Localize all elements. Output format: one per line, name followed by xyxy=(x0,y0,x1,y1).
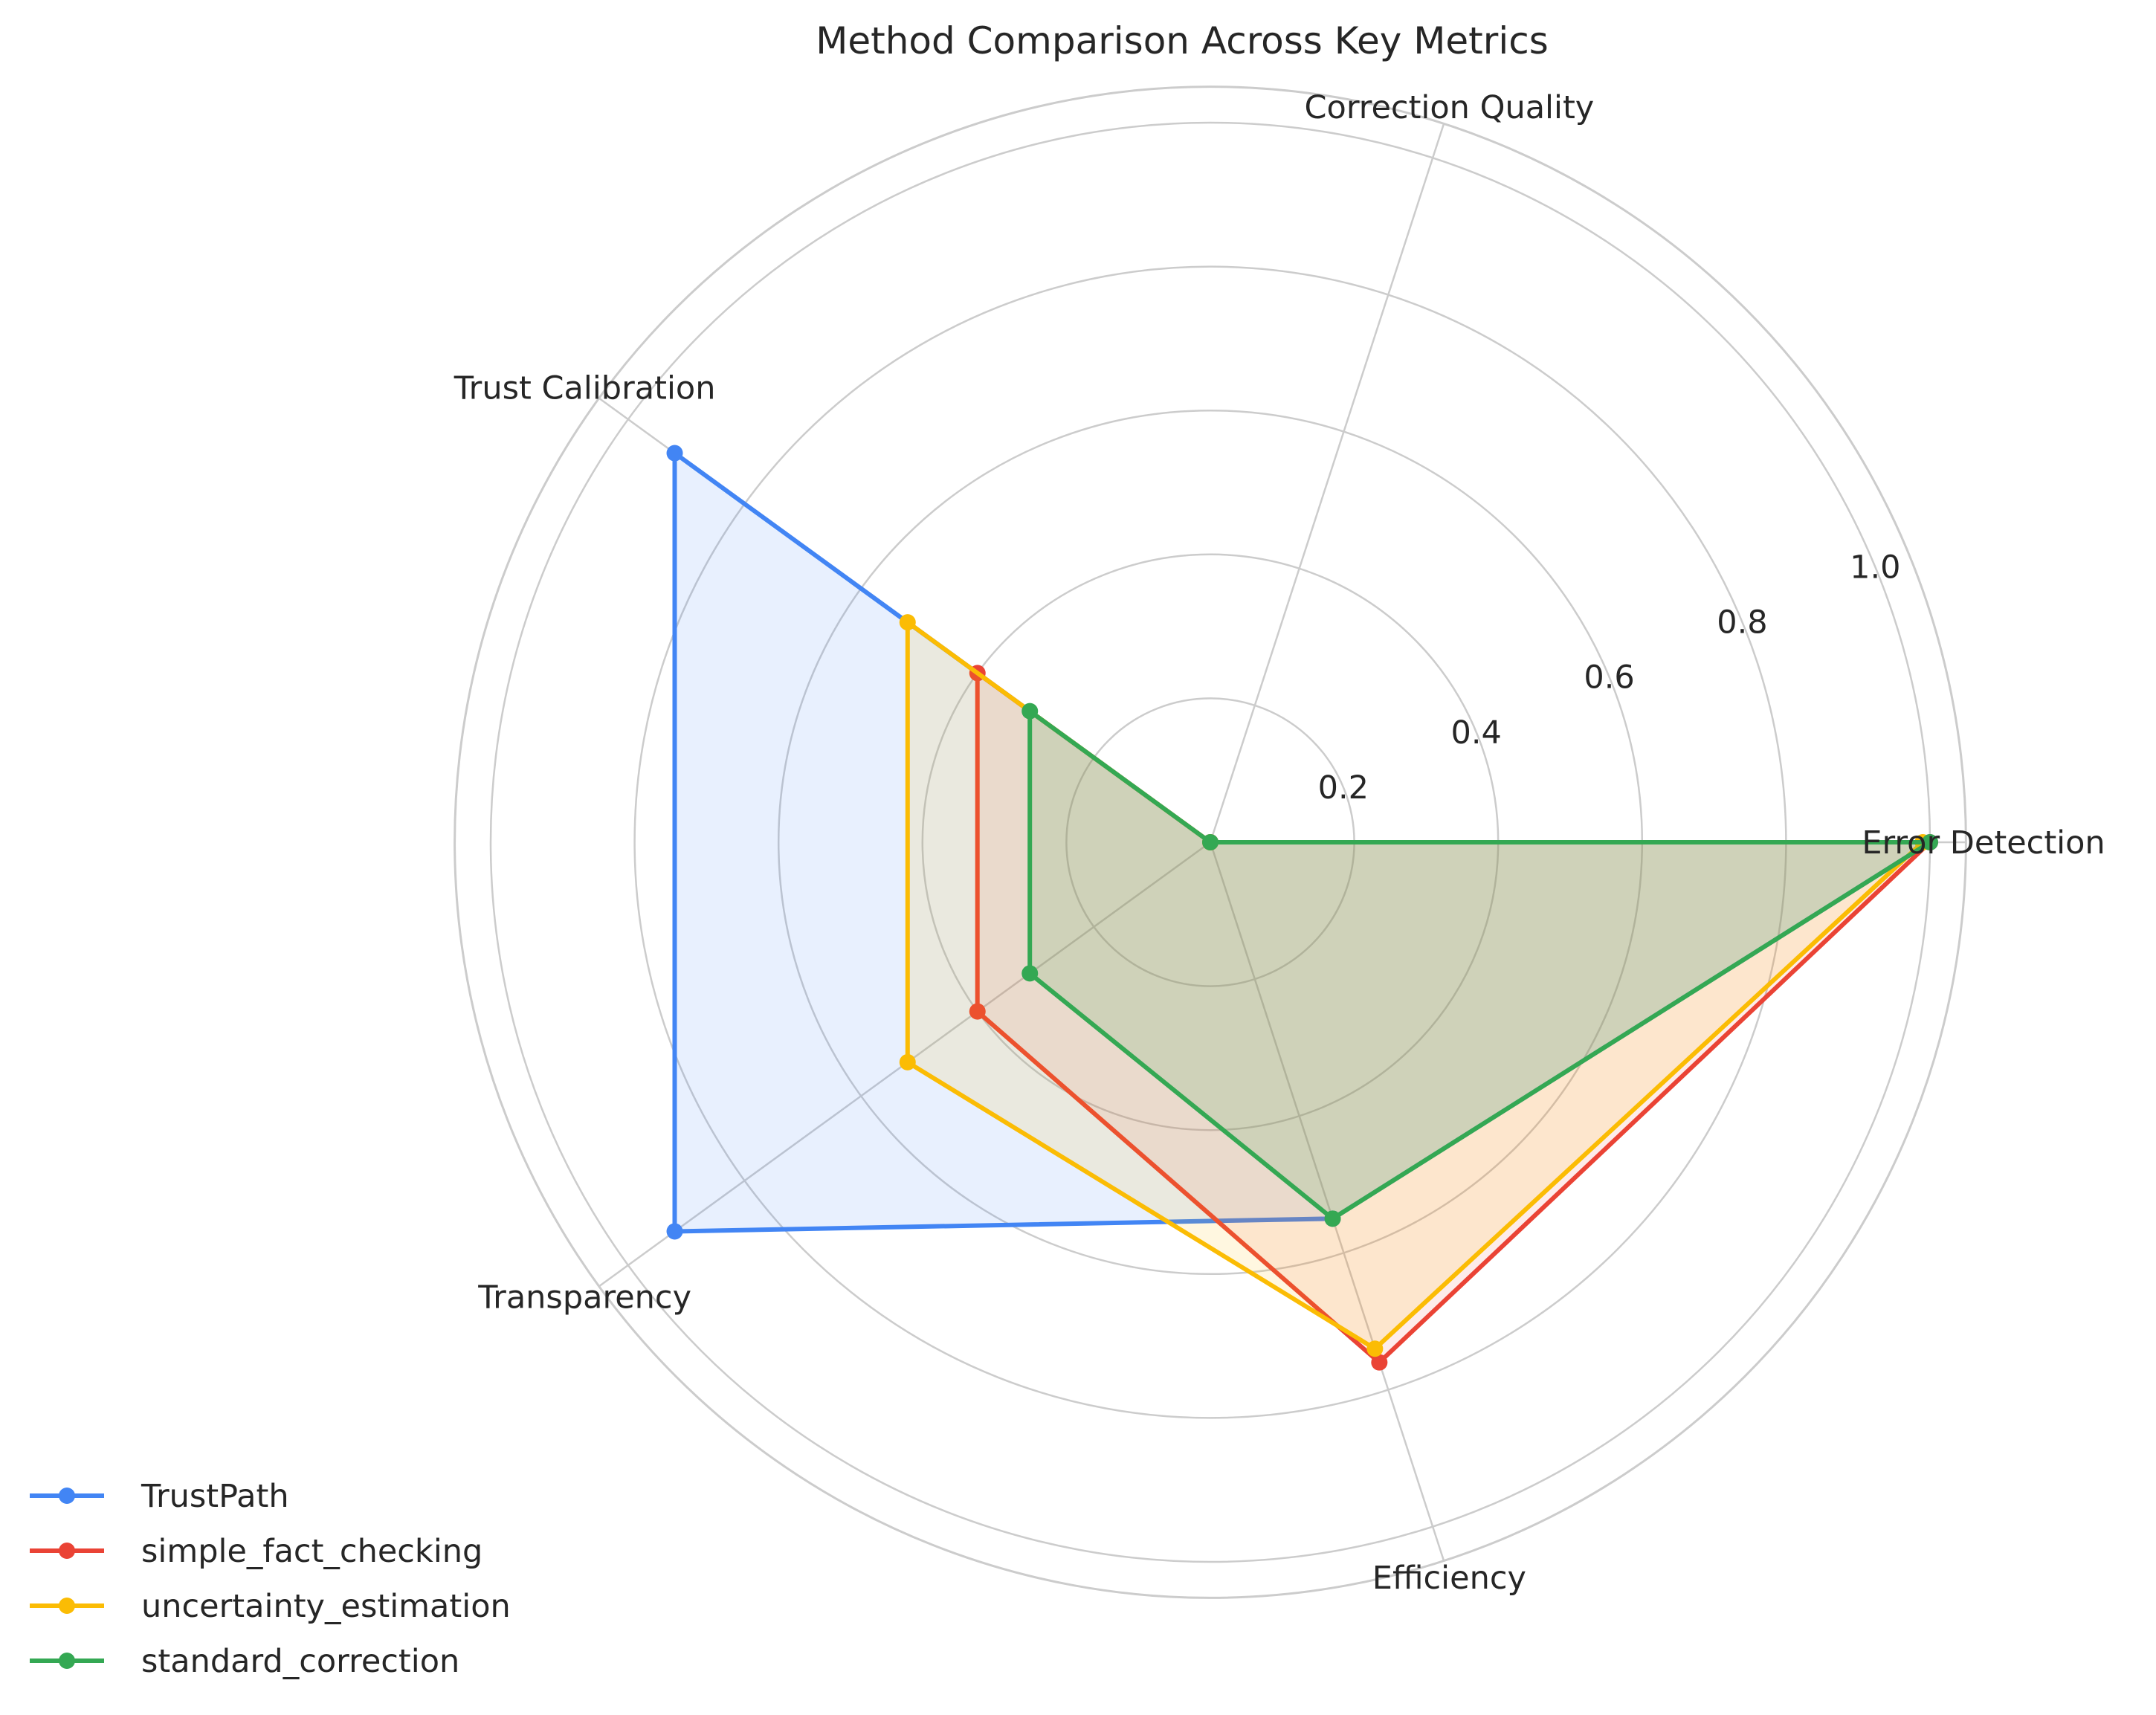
legend-label: simple_fact_checking xyxy=(141,1533,482,1570)
legend-item-standard-correction: standard_correction xyxy=(30,1643,459,1680)
axis-label-trust-calibration: Trust Calibration xyxy=(454,370,716,407)
legend-swatch-marker xyxy=(59,1488,75,1504)
legend-swatch-marker xyxy=(59,1598,75,1614)
series-standard-correction xyxy=(1021,703,1938,1227)
axis-label-correction-quality: Correction Quality xyxy=(1304,89,1594,126)
series-layer xyxy=(666,445,1938,1371)
legend: TrustPath simple_fact_checking uncertainty… xyxy=(30,1478,511,1680)
data-point-uncertainty-estimation-transparency xyxy=(899,1053,916,1070)
legend-label: uncertainty_estimation xyxy=(141,1588,511,1625)
legend-swatch-marker xyxy=(59,1653,75,1669)
legend-label: standard_correction xyxy=(141,1643,459,1680)
legend-swatch-marker xyxy=(59,1543,75,1559)
data-point-uncertainty-estimation-efficiency xyxy=(1366,1340,1384,1357)
axis-label-efficiency: Efficiency xyxy=(1372,1560,1526,1597)
data-point-standard-correction-correction-quality xyxy=(1202,834,1219,850)
tick-label: 1.0 xyxy=(1850,549,1900,587)
tick-label: 0.2 xyxy=(1318,769,1369,807)
series-area-uncertainty-estimation xyxy=(907,622,1923,1349)
legend-item-uncertainty-estimation: uncertainty_estimation xyxy=(30,1588,511,1625)
axis-label-transparency: Transparency xyxy=(477,1279,691,1316)
data-point-trustpath-transparency xyxy=(666,1223,683,1240)
series-area-standard-correction xyxy=(1030,711,1930,1219)
data-point-simple-fact-checking-transparency xyxy=(969,1003,986,1020)
radial-tick-labels: 0.2 0.4 0.6 0.8 1.0 xyxy=(1318,549,1901,807)
data-point-standard-correction-error-detection xyxy=(1922,834,1938,850)
chart-title: Method Comparison Across Key Metrics xyxy=(816,19,1549,62)
tick-label: 0.8 xyxy=(1717,604,1767,642)
data-point-standard-correction-trust-calibration xyxy=(1021,703,1039,720)
data-point-standard-correction-efficiency xyxy=(1324,1210,1341,1227)
legend-label: TrustPath xyxy=(141,1478,289,1515)
legend-item-simple-fact-checking: simple_fact_checking xyxy=(30,1533,482,1570)
data-point-simple-fact-checking-efficiency xyxy=(1371,1354,1388,1371)
data-point-trustpath-trust-calibration xyxy=(666,445,683,462)
tick-label: 0.4 xyxy=(1451,714,1502,752)
axis-labels: Error Detection Correction Quality Trust C… xyxy=(454,89,2105,1597)
series-line-standard-correction xyxy=(1027,708,1932,1221)
spoke-correction-quality xyxy=(1209,123,1445,843)
axis-label-error-detection: Error Detection xyxy=(1862,824,2105,862)
legend-item-trustpath: TrustPath xyxy=(30,1478,289,1515)
data-point-standard-correction-transparency xyxy=(1021,965,1039,982)
tick-label: 0.6 xyxy=(1584,659,1634,697)
spoke-efficiency xyxy=(1209,842,1445,1562)
data-point-uncertainty-estimation-trust-calibration xyxy=(899,614,916,631)
